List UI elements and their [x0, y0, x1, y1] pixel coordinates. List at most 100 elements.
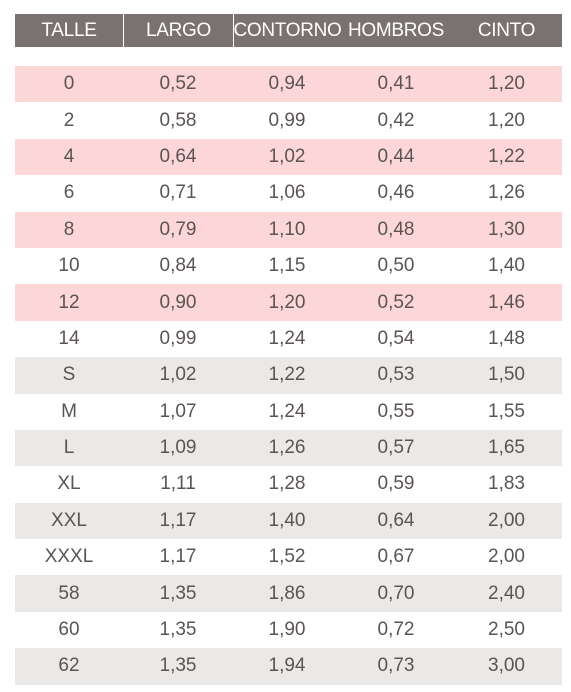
cell-hombros: 0,55 [377, 400, 415, 422]
cell-largo: 1,35 [159, 655, 197, 677]
cell-talle: M [61, 400, 77, 422]
cell-cinto: 1,65 [488, 437, 525, 459]
cell-talle: L [63, 437, 75, 459]
cell-contorno: 1,02 [268, 145, 306, 167]
cell-largo: 0,84 [159, 255, 197, 277]
cell-talle: 0 [63, 73, 75, 95]
cell-hombros: 0,41 [377, 73, 415, 95]
cell-hombros: 0,42 [377, 109, 415, 131]
header-talle: TALLE [41, 19, 97, 41]
cell-talle: 10 [58, 255, 80, 277]
table-row: M 1,07 1,24 0,55 1,55 [15, 393, 562, 430]
cell-contorno: 1,26 [268, 437, 306, 459]
cell-cinto: 1,30 [488, 218, 525, 240]
cell-contorno: 1,15 [268, 255, 306, 277]
cell-hombros: 0,64 [377, 509, 415, 531]
table-row: 8 0,79 1,10 0,48 1,30 [15, 211, 562, 248]
cell-talle: 60 [58, 619, 80, 641]
header-contorno: CONTORNO [233, 14, 342, 47]
table-row: XXL 1,17 1,40 0,64 2,00 [15, 502, 562, 540]
cell-largo: 1,17 [159, 546, 197, 568]
cell-talle: 12 [58, 291, 80, 313]
table-row: 60 1,35 1,90 0,72 2,50 [15, 611, 562, 649]
cell-talle: 4 [63, 145, 75, 167]
cell-talle: 58 [58, 582, 80, 604]
cell-cinto: 2,00 [488, 509, 525, 531]
cell-contorno: 1,52 [268, 546, 306, 568]
cell-talle: 14 [58, 327, 80, 349]
table-row: 6 0,71 1,06 0,46 1,26 [15, 175, 562, 212]
cell-contorno: 1,28 [268, 473, 306, 495]
cell-largo: 0,52 [159, 73, 197, 95]
cell-talle: 6 [63, 182, 75, 204]
cell-hombros: 0,57 [377, 437, 415, 459]
table-row: 12 0,90 1,20 0,52 1,46 [15, 284, 562, 321]
cell-talle: XL [57, 473, 81, 495]
cell-hombros: 0,50 [377, 255, 415, 277]
header-cinto: CINTO [477, 19, 536, 41]
cell-contorno: 1,06 [268, 182, 306, 204]
cell-largo: 1,17 [159, 509, 197, 531]
cell-hombros: 0,46 [377, 182, 415, 204]
cell-largo: 1,09 [159, 437, 197, 459]
cell-cinto: 1,83 [488, 473, 525, 495]
table-row: 62 1,35 1,94 0,73 3,00 [15, 648, 562, 685]
table-row: 0 0,52 0,94 0,41 1,20 [15, 66, 562, 103]
cell-hombros: 0,52 [377, 291, 415, 313]
table-header: TALLE LARGO CONTORNO HOMBROS CINTO [15, 14, 562, 47]
cell-talle: XXL [51, 509, 87, 531]
cell-hombros: 0,73 [377, 655, 415, 677]
table-row: S 1,02 1,22 0,53 1,50 [15, 357, 562, 394]
cell-hombros: 0,44 [377, 145, 415, 167]
cell-largo: 0,90 [159, 291, 197, 313]
cell-talle: 62 [58, 655, 80, 677]
table-row: 10 0,84 1,15 0,50 1,40 [15, 247, 562, 285]
cell-hombros: 0,48 [377, 218, 415, 240]
cell-largo: 1,07 [159, 400, 197, 422]
cell-cinto: 2,40 [488, 582, 525, 604]
cell-contorno: 1,40 [268, 509, 306, 531]
cell-contorno: 1,90 [268, 619, 306, 641]
cell-cinto: 2,00 [488, 546, 525, 568]
size-table: TALLE LARGO CONTORNO HOMBROS CINTO 0 0,52… [15, 14, 562, 685]
cell-hombros: 0,72 [377, 619, 415, 641]
cell-cinto: 1,48 [488, 327, 525, 349]
cell-largo: 0,64 [159, 145, 197, 167]
table-body: 0 0,52 0,94 0,41 1,20 2 0,58 0,99 0,42 1,20 4 0,64 1… [15, 66, 562, 685]
cell-talle: 2 [63, 109, 75, 131]
cell-largo: 1,11 [160, 473, 196, 495]
table-row: 14 0,99 1,24 0,54 1,48 [15, 320, 562, 358]
header-hombros: HOMBROS [347, 19, 445, 41]
table-row: 4 0,64 1,02 0,44 1,22 [15, 138, 562, 176]
cell-contorno: 1,10 [268, 218, 306, 240]
cell-cinto: 1,46 [488, 291, 525, 313]
cell-talle: XXXL [44, 546, 94, 568]
cell-contorno: 1,20 [268, 291, 306, 313]
cell-cinto: 1,20 [488, 109, 525, 131]
cell-contorno: 1,86 [268, 582, 306, 604]
cell-largo: 1,35 [159, 619, 197, 641]
cell-contorno: 1,94 [268, 655, 306, 677]
cell-cinto: 1,26 [488, 182, 525, 204]
header-spacer [15, 47, 562, 66]
cell-contorno: 1,22 [268, 364, 306, 386]
table-row: 58 1,35 1,86 0,70 2,40 [15, 575, 562, 612]
cell-cinto: 1,50 [488, 364, 525, 386]
header-largo: LARGO [123, 14, 233, 47]
table-row: XXXL 1,17 1,52 0,67 2,00 [15, 539, 562, 576]
cell-talle: S [62, 364, 76, 386]
cell-hombros: 0,59 [377, 473, 415, 495]
cell-hombros: 0,53 [377, 364, 415, 386]
cell-contorno: 0,99 [268, 109, 306, 131]
cell-largo: 0,71 [159, 182, 197, 204]
cell-cinto: 3,00 [488, 655, 525, 677]
table-row: XL 1,11 1,28 0,59 1,83 [15, 466, 562, 503]
cell-cinto: 1,22 [488, 145, 525, 167]
cell-cinto: 1,40 [488, 255, 525, 277]
cell-largo: 0,99 [159, 327, 197, 349]
cell-largo: 1,02 [159, 364, 197, 386]
cell-contorno: 1,24 [268, 327, 306, 349]
cell-hombros: 0,70 [377, 582, 415, 604]
cell-contorno: 0,94 [268, 73, 306, 95]
cell-hombros: 0,67 [377, 546, 415, 568]
